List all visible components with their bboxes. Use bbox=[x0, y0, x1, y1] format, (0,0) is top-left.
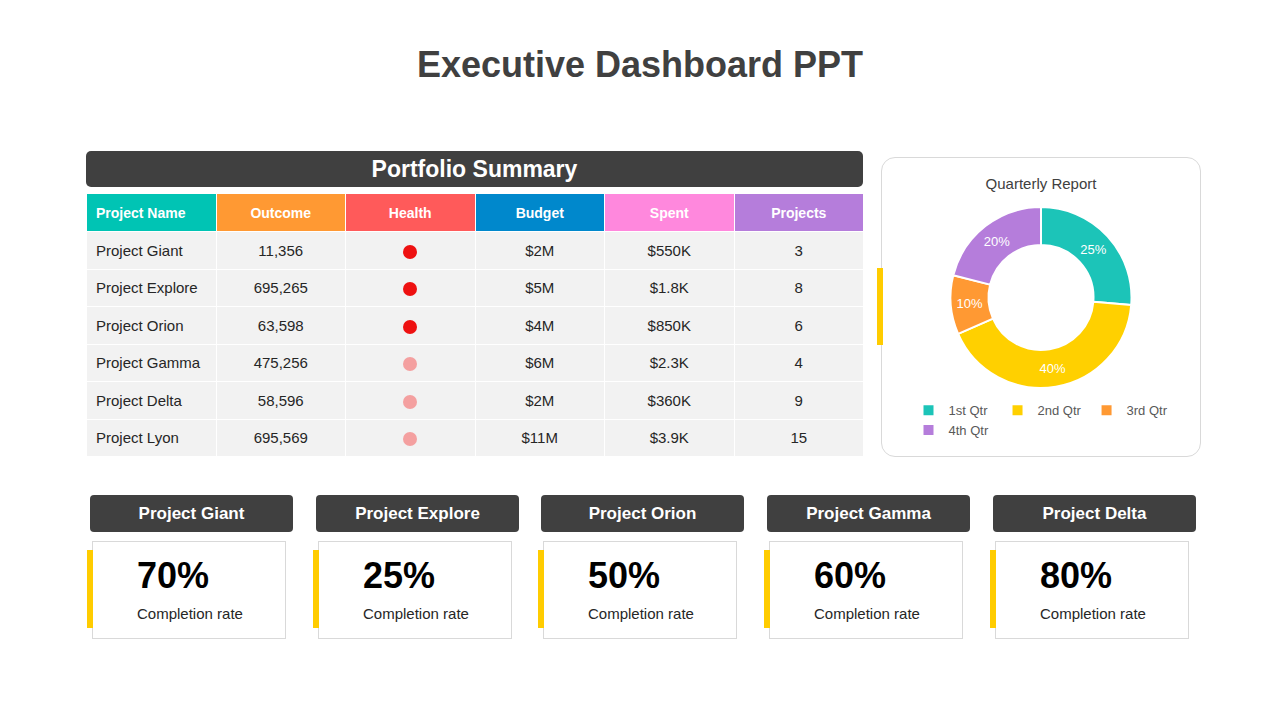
html-text:Project Delta: Project Delta bbox=[96, 391, 182, 409]
html-text:25%: 25% bbox=[363, 555, 436, 596]
html-text:50%: 50% bbox=[588, 555, 661, 596]
html-text:Project Orion: Project Orion bbox=[96, 316, 184, 334]
html-text:4: 4 bbox=[794, 354, 803, 372]
html-text:Budget: Budget bbox=[515, 204, 564, 221]
svg-text:10%: 10% bbox=[957, 296, 983, 311]
html-text:Project Explore: Project Explore bbox=[355, 504, 480, 523]
html-text:695,569: 695,569 bbox=[253, 429, 308, 447]
html-text:475,256: 475,256 bbox=[253, 354, 308, 372]
html-text:Project Delta: Project Delta bbox=[1042, 504, 1147, 523]
html-text:15: 15 bbox=[790, 429, 808, 447]
html-text:Project Explore: Project Explore bbox=[96, 279, 198, 297]
html-text:Spent: Spent bbox=[649, 204, 689, 221]
html-text:Projects: Projects bbox=[771, 204, 827, 221]
html-text:63,598: 63,598 bbox=[257, 316, 304, 334]
html-text:Outcome: Outcome bbox=[250, 204, 312, 221]
svg-text:2nd Qtr: 2nd Qtr bbox=[1038, 403, 1082, 418]
html-text:Project Giant: Project Giant bbox=[96, 241, 183, 259]
svg-text:3rd Qtr: 3rd Qtr bbox=[1127, 403, 1168, 418]
html-text:$550K: $550K bbox=[647, 241, 691, 259]
html-text:$850K: $850K bbox=[647, 316, 691, 334]
svg-text:40%: 40% bbox=[1040, 361, 1066, 376]
html-text:695,265: 695,265 bbox=[253, 279, 308, 297]
html-text:3: 3 bbox=[794, 241, 803, 259]
html-text:11,356: 11,356 bbox=[258, 241, 304, 259]
html-text:60%: 60% bbox=[814, 555, 887, 596]
html-text:Project Orion: Project Orion bbox=[588, 504, 697, 523]
html-text:80%: 80% bbox=[1040, 555, 1113, 596]
html-text:58,596: 58,596 bbox=[257, 391, 304, 409]
html-text:$360K: $360K bbox=[647, 391, 691, 409]
html-text:$6M: $6M bbox=[525, 354, 555, 372]
html-text:6: 6 bbox=[794, 316, 803, 334]
html-text:$11M: $11M bbox=[521, 429, 558, 447]
html-text:$2M: $2M bbox=[525, 241, 555, 259]
svg-text:1st Qtr: 1st Qtr bbox=[949, 403, 989, 418]
html-text:$4M: $4M bbox=[525, 316, 555, 334]
html-text:Completion rate: Completion rate bbox=[137, 605, 243, 622]
html-text:Completion rate: Completion rate bbox=[814, 605, 920, 622]
html-text:Completion rate: Completion rate bbox=[363, 605, 469, 622]
html-text:Portfolio Summary: Portfolio Summary bbox=[371, 156, 578, 182]
html-text:$2M: $2M bbox=[525, 391, 555, 409]
svg-text:4th Qtr: 4th Qtr bbox=[949, 423, 989, 438]
svg-text:25%: 25% bbox=[1080, 242, 1106, 257]
html-text:$5M: $5M bbox=[525, 279, 555, 297]
html-text:Project Giant: Project Giant bbox=[138, 504, 245, 523]
html-text:Health: Health bbox=[388, 204, 432, 221]
svg-text:Quarterly Report: Quarterly Report bbox=[986, 175, 1098, 192]
html-text:Project Gamma: Project Gamma bbox=[96, 354, 201, 372]
html-text:$2.3K: $2.3K bbox=[649, 354, 689, 372]
html-text:9: 9 bbox=[794, 391, 803, 409]
html-text:$1.8K: $1.8K bbox=[649, 279, 689, 297]
html-text:Project Name: Project Name bbox=[96, 204, 186, 221]
html-text:Project Lyon: Project Lyon bbox=[96, 429, 179, 447]
html-text:$3.9K: $3.9K bbox=[649, 429, 689, 447]
html-text:Executive Dashboard PPT: Executive Dashboard PPT bbox=[416, 44, 864, 85]
html-text:Project Gamma: Project Gamma bbox=[806, 504, 931, 523]
html-text:Completion rate: Completion rate bbox=[1040, 605, 1146, 622]
html-text:70%: 70% bbox=[137, 555, 210, 596]
html-text:8: 8 bbox=[794, 279, 803, 297]
html-text:Completion rate: Completion rate bbox=[588, 605, 694, 622]
svg-text:20%: 20% bbox=[984, 234, 1010, 249]
